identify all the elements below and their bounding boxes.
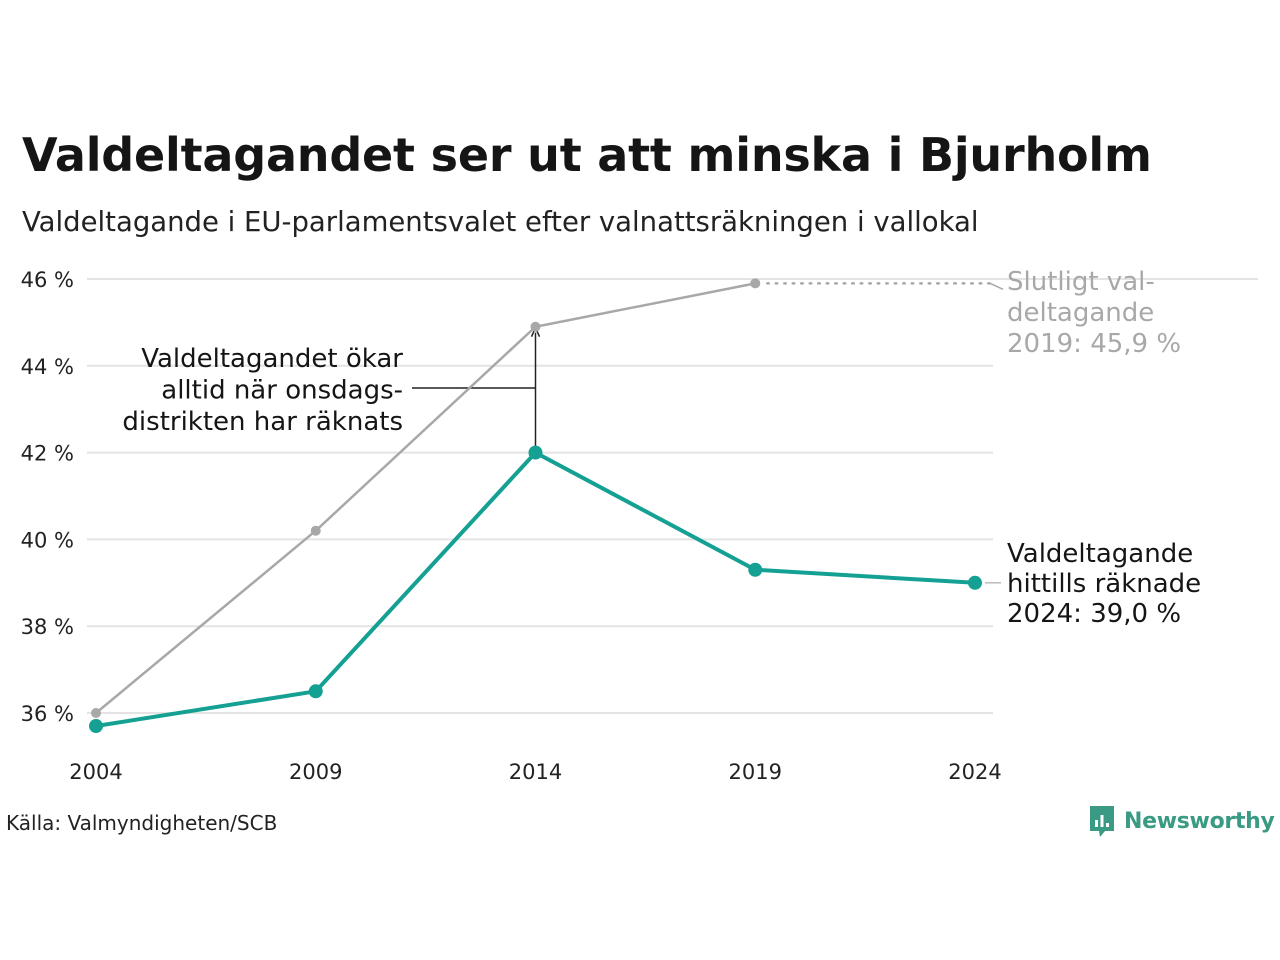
final-series-point xyxy=(91,708,101,718)
y-tick-label: 46 % xyxy=(21,268,74,292)
chart-title: Valdeltagandet ser ut att minska i Bjurh… xyxy=(22,128,1152,182)
source-note: Källa: Valmyndigheten/SCB xyxy=(6,811,278,835)
x-axis-tick-labels: 2004 2009 2014 2019 2024 xyxy=(69,760,1001,784)
counted-series-point xyxy=(308,684,323,699)
final-label-connector-tip xyxy=(989,282,1004,291)
gridlines xyxy=(87,278,1258,714)
counted-series-point xyxy=(748,562,763,577)
final-series-line xyxy=(94,282,757,715)
counted-series-point xyxy=(528,445,543,460)
brand-logo: Newsworthy xyxy=(1088,804,1275,838)
counted-series-point xyxy=(89,719,103,734)
annotation-layer xyxy=(412,282,1004,584)
line-chart: 36 % 38 % 40 % 42 % 44 % 46 % 2004 2009 2014 201… xyxy=(21,267,1258,784)
y-tick-label: 44 % xyxy=(21,355,74,379)
counted-series-line xyxy=(94,450,977,729)
newsworthy-logo-icon xyxy=(1090,806,1114,837)
difference-annotation-label: Valdeltagandet ökar xyxy=(141,344,403,374)
y-tick-label: 36 % xyxy=(21,702,74,726)
counted-series-point xyxy=(968,575,982,590)
final-annotation-label: 2019: 45,9 % xyxy=(1007,329,1181,359)
final-series-point xyxy=(750,278,761,289)
x-tick-label: 2019 xyxy=(729,760,782,784)
final-series-point xyxy=(530,321,541,332)
counted-annotation-label: Valdeltagande xyxy=(1007,539,1193,569)
final-series-point xyxy=(310,525,321,536)
series-layer xyxy=(89,278,982,734)
chart-subtitle: Valdeltagande i EU-parlamentsvalet efter… xyxy=(22,206,979,238)
difference-annotation-label: alltid när onsdags- xyxy=(161,376,403,406)
brand-name: Newsworthy xyxy=(1124,808,1275,834)
y-axis-tick-labels: 36 % 38 % 40 % 42 % 44 % 46 % xyxy=(21,268,74,726)
final-annotation-label: Slutligt val- xyxy=(1007,267,1155,297)
y-tick-label: 38 % xyxy=(21,615,74,639)
counted-annotation-label: 2024: 39,0 % xyxy=(1007,599,1181,629)
final-annotation-label: deltagande xyxy=(1007,298,1154,328)
x-tick-label: 2014 xyxy=(509,760,562,784)
y-tick-label: 42 % xyxy=(21,442,74,466)
counted-annotation-label: hittills räknade xyxy=(1007,569,1201,599)
x-tick-label: 2024 xyxy=(948,760,1001,784)
y-tick-label: 40 % xyxy=(21,528,74,552)
x-tick-label: 2009 xyxy=(289,760,342,784)
x-tick-label: 2004 xyxy=(69,760,122,784)
difference-annotation-label: distrikten har räknats xyxy=(122,407,403,437)
